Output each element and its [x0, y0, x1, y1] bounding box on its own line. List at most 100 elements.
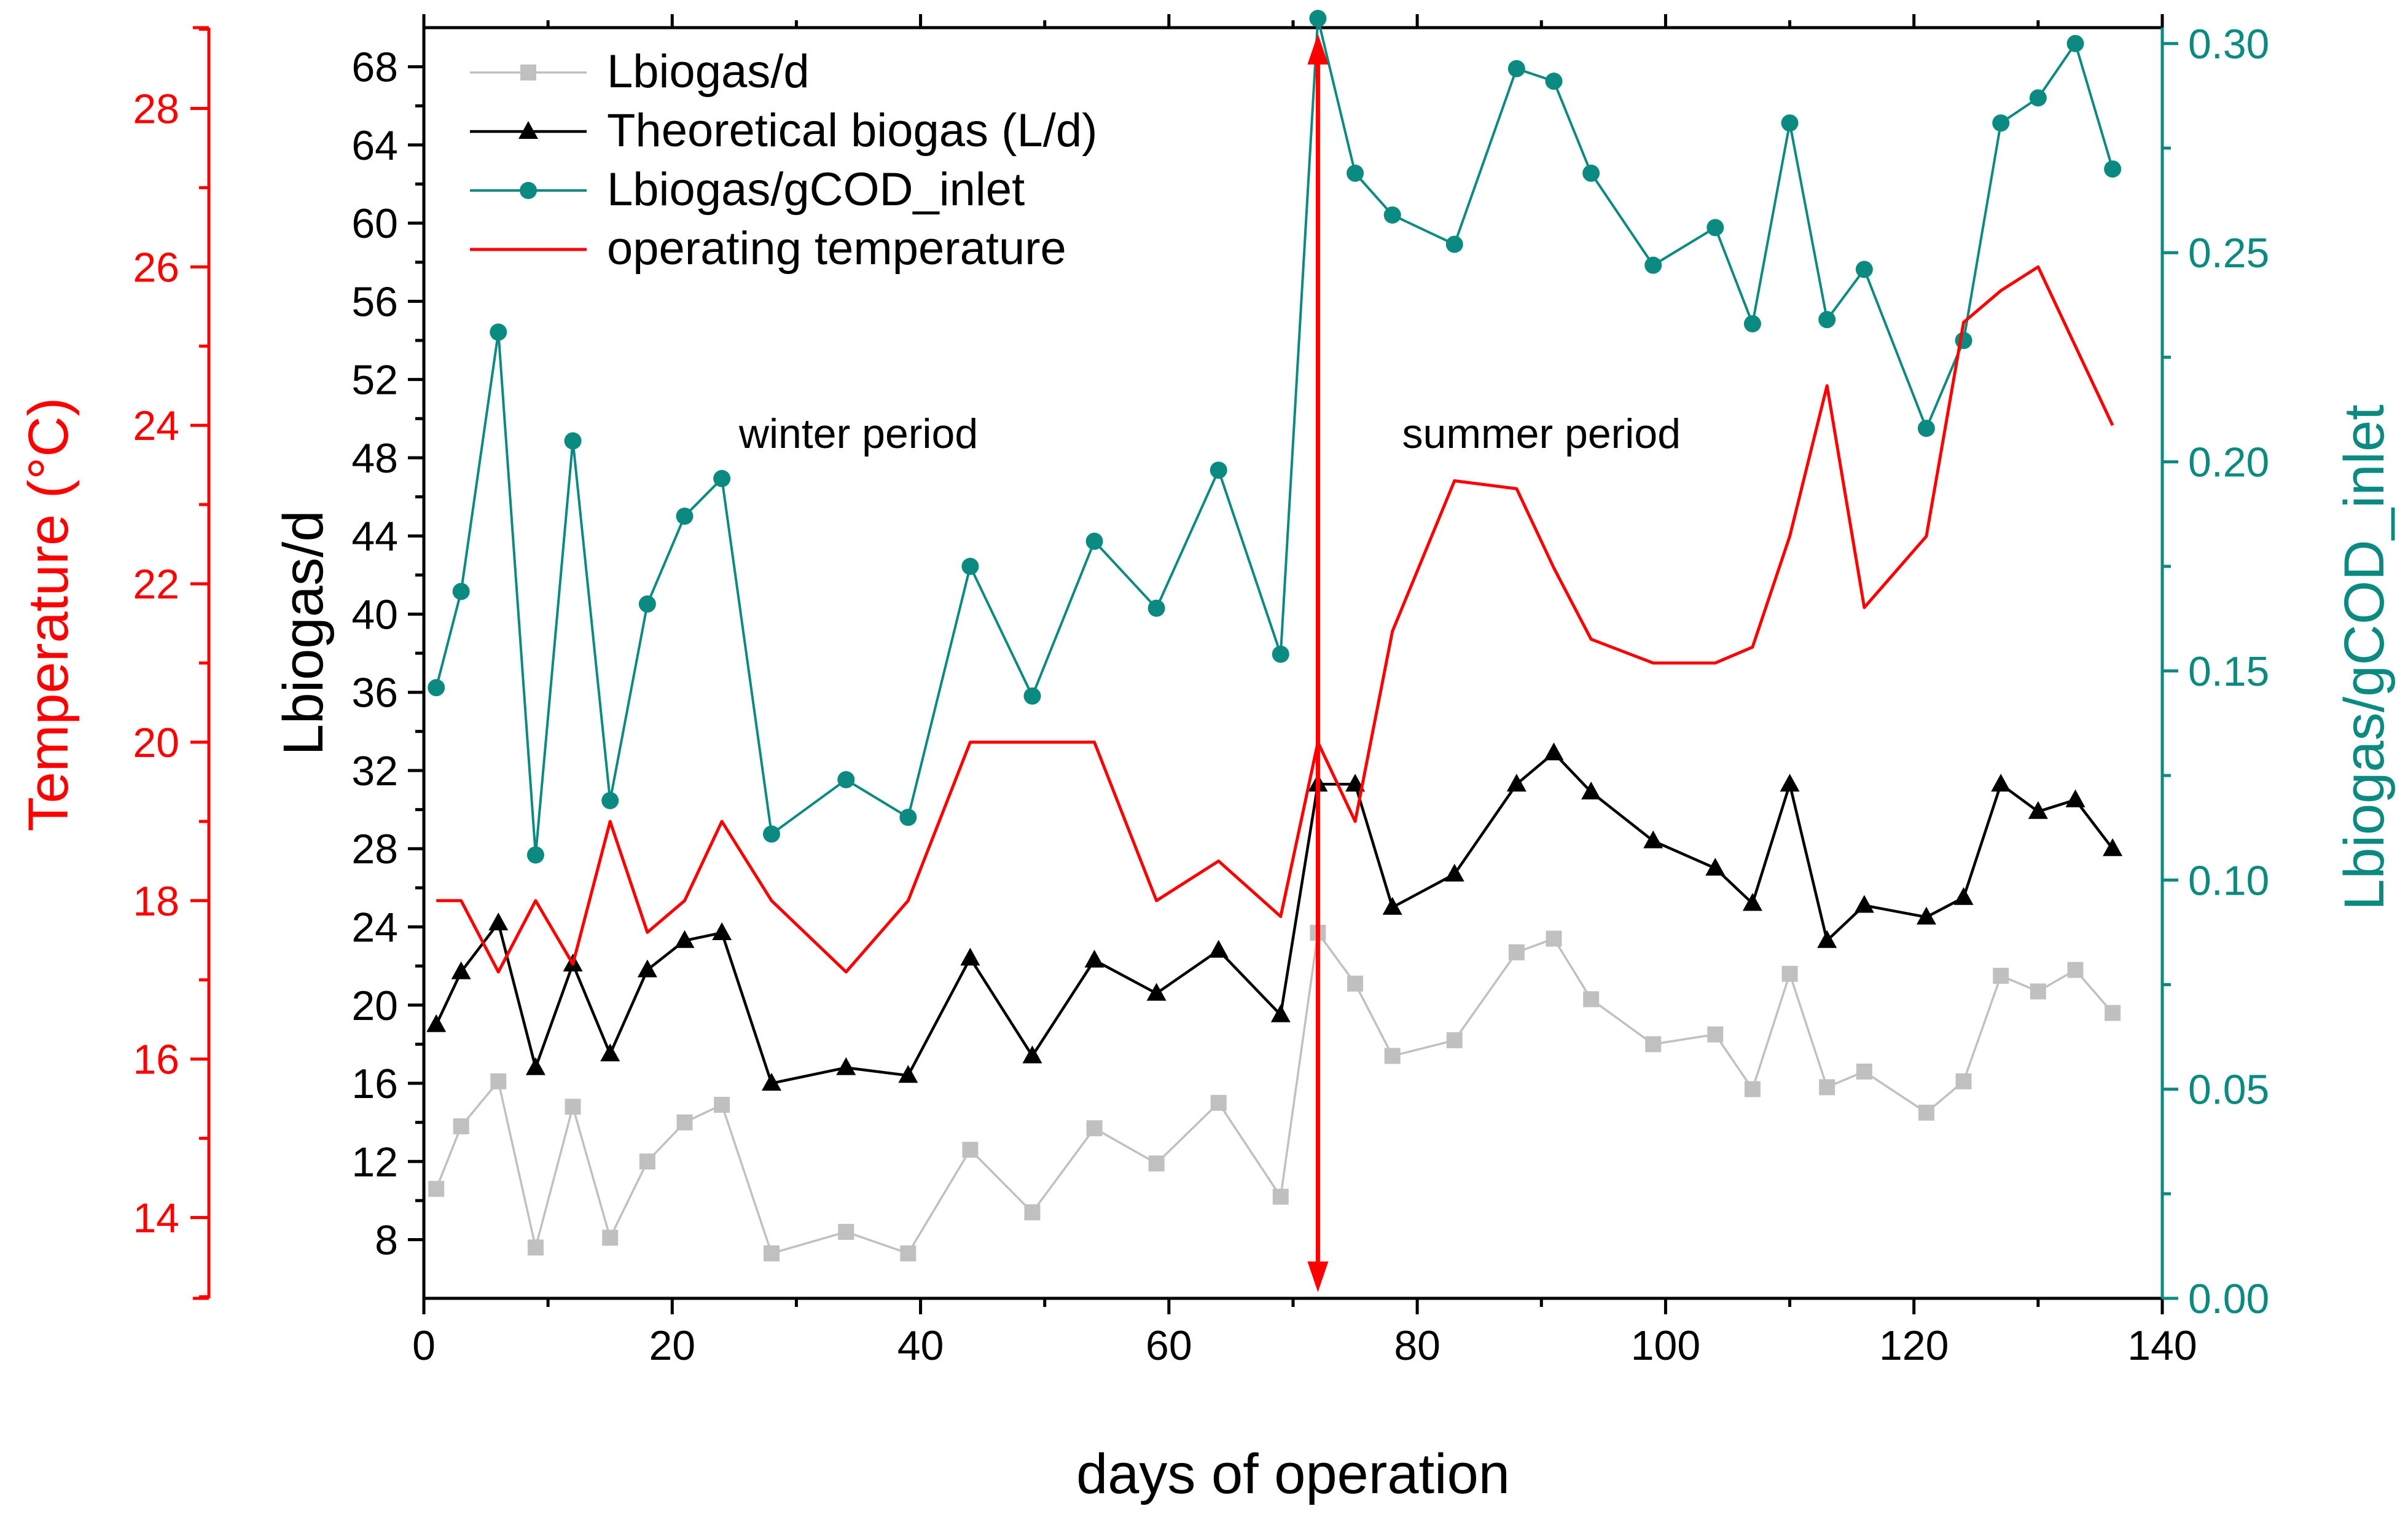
data-point-lbiogas-gcod-inlet [1023, 687, 1041, 705]
data-point-lbiogas-gcod-inlet [638, 595, 656, 613]
legend-label-lbiogas-d: Lbiogas/d [607, 45, 810, 98]
data-point-lbiogas-gcod-inlet [452, 583, 470, 600]
x-tick-label: 120 [1879, 1322, 1949, 1369]
right-tick-label: 0.15 [2188, 648, 2269, 695]
arrow-head-up [1307, 34, 1329, 65]
data-point-lbiogas-d [1210, 1094, 1227, 1111]
legend: Lbiogas/d Theoretical biogas (L/d) Lbiogas… [470, 45, 1097, 275]
left-tick-label: 20 [351, 983, 398, 1029]
temperature-tick-label: 24 [133, 402, 179, 449]
data-point-lbiogas-gcod-inlet [1272, 645, 1289, 663]
data-point-theoretical-biogas-l-d [960, 947, 980, 966]
legend-label-theoretical-biogas-l-d: Theoretical biogas (L/d) [607, 104, 1097, 157]
data-point-lbiogas-d [1781, 965, 1798, 982]
data-point-lbiogas-d [1744, 1081, 1761, 1097]
data-point-lbiogas-gcod-inlet [2066, 34, 2084, 52]
left-tick-label: 52 [351, 357, 398, 404]
data-point-lbiogas-d [2030, 983, 2046, 1000]
data-point-lbiogas-d [1384, 1048, 1401, 1064]
legend-label-lbiogas-gcod-inlet: Lbiogas/gCOD_inlet [607, 163, 1025, 216]
x-axis-title: days of operation [1076, 1443, 1510, 1505]
data-point-theoretical-biogas-l-d [1705, 858, 1726, 876]
data-point-lbiogas-d [1819, 1079, 1835, 1096]
data-point-theoretical-biogas-l-d [1444, 863, 1464, 882]
data-point-theoretical-biogas-l-d [2103, 838, 2123, 857]
left-tick-label: 16 [351, 1061, 398, 1107]
data-point-theoretical-biogas-l-d [1270, 1004, 1291, 1022]
data-point-lbiogas-d [1856, 1063, 1872, 1080]
data-point-lbiogas-gcod-inlet [2104, 160, 2122, 178]
data-point-lbiogas-d [1707, 1026, 1724, 1043]
data-point-lbiogas-d [1148, 1155, 1165, 1172]
right-tick-label: 0.10 [2188, 857, 2269, 904]
data-point-theoretical-biogas-l-d [1854, 895, 1874, 913]
temperature-tick-label: 14 [133, 1194, 179, 1241]
data-point-theoretical-biogas-l-d [1382, 896, 1402, 915]
data-point-theoretical-biogas-l-d [1022, 1045, 1042, 1064]
data-point-lbiogas-d [1347, 975, 1364, 992]
right-tick-label: 0.20 [2188, 439, 2269, 486]
data-point-lbiogas-d [1955, 1073, 1972, 1089]
data-point-lbiogas-d [962, 1142, 979, 1158]
left-tick-label: 48 [351, 435, 398, 482]
data-point-lbiogas-d [1086, 1120, 1103, 1137]
data-point-lbiogas-gcod-inlet [1706, 219, 1724, 237]
temperature-tick-label: 20 [133, 720, 179, 766]
data-point-lbiogas-gcod-inlet [601, 791, 619, 809]
data-point-theoretical-biogas-l-d [1208, 939, 1229, 958]
right-tick-label: 0.00 [2188, 1276, 2269, 1322]
left-tick-label: 68 [351, 44, 398, 91]
data-point-lbiogas-gcod-inlet [1210, 461, 1227, 479]
temperature-tick-label: 18 [133, 878, 179, 925]
x-tick-label: 0 [412, 1322, 436, 1369]
data-point-lbiogas-gcod-inlet [837, 771, 855, 788]
data-point-theoretical-biogas-l-d [600, 1043, 620, 1062]
left-primary-axis: 8 12 16 20 24 28 32 36 40 44 48 52 56 60 64 68 [351, 44, 424, 1264]
data-point-lbiogas-gcod-inlet [1383, 206, 1401, 224]
data-point-theoretical-biogas-l-d [836, 1057, 856, 1075]
data-point-theoretical-biogas-l-d [712, 922, 732, 941]
data-point-lbiogas-gcod-inlet [1743, 315, 1761, 332]
data-point-lbiogas-d [1918, 1104, 1934, 1121]
data-point-lbiogas-d [1993, 968, 2009, 984]
data-point-lbiogas-d [900, 1245, 917, 1261]
data-point-theoretical-biogas-l-d [451, 961, 471, 979]
temperature-tick-label: 26 [133, 244, 179, 291]
data-point-lbiogas-gcod-inlet [1309, 10, 1327, 28]
data-point-theoretical-biogas-l-d [1544, 742, 1564, 761]
data-point-theoretical-biogas-l-d [637, 959, 657, 978]
left-tick-label: 24 [351, 904, 398, 951]
data-point-lbiogas-d [764, 1245, 780, 1261]
data-point-theoretical-biogas-l-d [1817, 930, 1837, 948]
data-point-lbiogas-gcod-inlet [1545, 73, 1563, 90]
temperature-axis: 14 16 18 20 22 24 26 28 [133, 26, 211, 1300]
left-tick-label: 56 [351, 278, 398, 325]
left-tick-label: 8 [375, 1217, 398, 1264]
left-tick-label: 60 [351, 200, 398, 247]
data-point-lbiogas-gcod-inlet [1644, 256, 1662, 274]
data-point-theoretical-biogas-l-d [1506, 774, 1526, 792]
data-point-lbiogas-d [428, 1180, 445, 1197]
data-point-theoretical-biogas-l-d [762, 1073, 781, 1091]
data-point-theoretical-biogas-l-d [2065, 789, 2086, 807]
data-point-lbiogas-gcod-inlet [899, 809, 917, 826]
x-tick-label: 140 [2127, 1322, 2197, 1369]
data-point-lbiogas-d [527, 1239, 544, 1256]
series-theoretical-biogas-l-d [426, 742, 2123, 1091]
annotations: winter period summer period [738, 34, 1681, 1292]
data-point-lbiogas-d [1446, 1032, 1463, 1049]
data-point-lbiogas-gcod-inlet [961, 557, 979, 575]
data-point-theoretical-biogas-l-d [898, 1065, 918, 1083]
right-tick-label: 0.05 [2188, 1067, 2269, 1113]
data-point-lbiogas-d [1546, 930, 1562, 947]
data-point-lbiogas-gcod-inlet [564, 432, 582, 450]
x-tick-label: 60 [1146, 1322, 1192, 1369]
data-point-theoretical-biogas-l-d [525, 1057, 545, 1075]
x-tick-label: 80 [1394, 1322, 1440, 1369]
data-point-lbiogas-d [838, 1223, 854, 1240]
left-tick-label: 64 [351, 122, 398, 169]
left-tick-label: 40 [351, 591, 398, 638]
data-point-lbiogas-d [1024, 1204, 1041, 1221]
annotation-summer-period: summer period [1402, 410, 1681, 457]
